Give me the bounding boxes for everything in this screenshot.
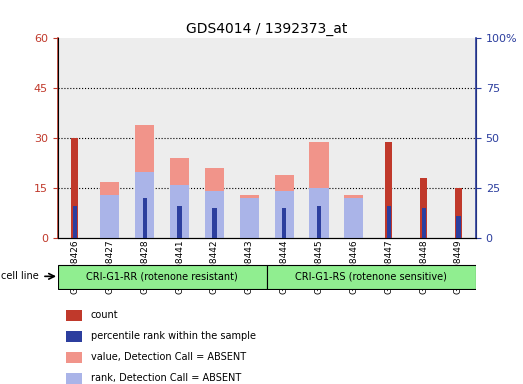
Bar [371, 38, 406, 238]
Bar [93, 38, 127, 238]
Bar [420, 178, 427, 238]
Bar [240, 195, 259, 238]
Bar [135, 172, 154, 238]
Text: rank, Detection Call = ABSENT: rank, Detection Call = ABSENT [91, 373, 241, 383]
Bar [310, 188, 328, 238]
Bar [127, 38, 162, 238]
Text: CRI-G1-RR (rotenone resistant): CRI-G1-RR (rotenone resistant) [86, 271, 238, 281]
Bar [344, 198, 363, 238]
Bar [100, 195, 119, 238]
Text: CRI-G1-RS (rotenone sensitive): CRI-G1-RS (rotenone sensitive) [295, 271, 447, 281]
Bar [406, 38, 441, 238]
Bar [422, 208, 426, 238]
Bar [143, 198, 147, 238]
Bar [66, 310, 82, 321]
Bar [457, 216, 461, 238]
Bar [317, 206, 321, 238]
Bar [441, 38, 476, 238]
Bar [73, 206, 77, 238]
Bar [267, 265, 476, 289]
Bar [177, 206, 181, 238]
Bar [66, 331, 82, 342]
Bar [66, 352, 82, 363]
Bar [310, 142, 328, 238]
Text: percentile rank within the sample: percentile rank within the sample [91, 331, 256, 341]
Text: cell line: cell line [1, 271, 39, 281]
Bar [455, 188, 462, 238]
Bar [170, 185, 189, 238]
Text: value, Detection Call = ABSENT: value, Detection Call = ABSENT [91, 352, 246, 362]
Bar [267, 38, 302, 238]
Title: GDS4014 / 1392373_at: GDS4014 / 1392373_at [186, 22, 347, 36]
Bar [344, 195, 363, 238]
Bar [302, 38, 336, 238]
Bar [170, 158, 189, 238]
Bar [232, 38, 267, 238]
Bar [100, 182, 119, 238]
Bar [275, 192, 294, 238]
Bar [162, 38, 197, 238]
Text: count: count [91, 310, 119, 320]
Bar [386, 206, 391, 238]
Bar [58, 265, 267, 289]
Bar [135, 125, 154, 238]
Bar [58, 38, 93, 238]
Bar [66, 373, 82, 384]
Bar [205, 168, 224, 238]
Bar [197, 38, 232, 238]
Bar [336, 38, 371, 238]
Bar [212, 208, 217, 238]
Bar [275, 175, 294, 238]
Bar [282, 208, 286, 238]
Bar [205, 192, 224, 238]
Bar [385, 142, 392, 238]
Bar [240, 198, 259, 238]
Bar [72, 138, 78, 238]
